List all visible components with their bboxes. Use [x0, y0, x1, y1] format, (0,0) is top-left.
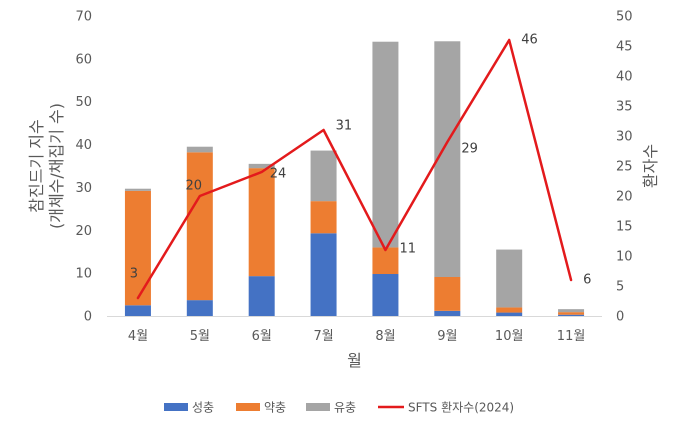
bar-segment: [434, 277, 461, 311]
x-tick: 7월: [313, 329, 333, 344]
y-tick-right: 25: [616, 160, 633, 175]
x-tick: 9월: [437, 329, 457, 344]
bar-segment: [496, 307, 523, 313]
y-tick-left: 0: [84, 310, 92, 325]
x-tick: 10월: [495, 329, 524, 344]
y-tick-left: 40: [75, 138, 92, 153]
data-label: 31: [336, 119, 353, 134]
bar-segment: [124, 188, 151, 191]
x-tick: 11월: [557, 329, 586, 344]
bar-segment: [496, 249, 523, 308]
data-label: 24: [270, 167, 287, 182]
y-tick-right: 50: [616, 10, 633, 25]
legend-label: 약충: [264, 400, 286, 415]
y-axis-title-right-text: 환자수: [641, 144, 660, 188]
line-series: [136, 38, 573, 300]
legend-swatch: [236, 403, 260, 411]
y-tick-left: 30: [75, 181, 92, 196]
data-label: 6: [583, 273, 591, 288]
y-ticks-right: 0 5 10 15 20 25 30 35 40 45 50: [616, 10, 633, 325]
legend: 성충 약충 유충 SFTS 환자수(2024): [164, 400, 514, 415]
bar-segment: [558, 314, 585, 316]
bar-segment: [372, 247, 399, 274]
y-tick-right: 35: [616, 100, 633, 115]
x-tick: 8월: [375, 329, 395, 344]
legend-label: SFTS 환자수(2024): [408, 401, 514, 415]
y-ticks-left: 0 10 20 30 40 50 60 70: [75, 10, 92, 325]
y-axis-title-right: 환자수: [641, 144, 660, 188]
y-axis-title-line: 참진드기 지수: [27, 119, 46, 212]
data-label: 29: [461, 142, 478, 157]
bar-segment: [310, 150, 337, 202]
x-tick: 6월: [252, 329, 272, 344]
bar-segment: [372, 41, 399, 248]
bar-segment: [310, 201, 337, 234]
legend-label: 성충: [192, 401, 214, 415]
y-tick-right: 45: [616, 40, 633, 55]
bar-segment: [558, 312, 585, 315]
legend-label: 유충: [334, 401, 356, 415]
bar-segment: [186, 146, 213, 153]
bar-segment: [248, 163, 275, 169]
bar-segment: [248, 168, 275, 277]
x-axis-title: 월: [347, 351, 362, 370]
bar-segment: [124, 305, 151, 316]
y-tick-right: 10: [616, 250, 633, 265]
bar-segment: [124, 190, 151, 306]
y-tick-right: 0: [616, 310, 624, 325]
data-label: 3: [130, 267, 138, 282]
bar-segment: [372, 274, 399, 316]
data-labels: 3 20 24 31 11 29 46 6: [130, 33, 592, 288]
bar-group: [124, 41, 585, 316]
y-axis-title-line: (개체수/채집기 수): [47, 103, 66, 229]
y-tick-right: 30: [616, 130, 633, 145]
bar-segment: [248, 276, 275, 316]
y-tick-left: 10: [75, 267, 92, 282]
x-ticks: 4월 5월 6월 7월 8월 9월 10월 11월: [128, 329, 586, 344]
data-label: 20: [186, 179, 203, 194]
sfts-line: [136, 38, 573, 300]
y-tick-left: 50: [75, 95, 92, 110]
data-label: 46: [521, 33, 538, 48]
y-tick-right: 5: [616, 280, 624, 295]
y-tick-left: 60: [75, 52, 92, 67]
y-tick-left: 20: [75, 224, 92, 239]
bar-segment: [310, 233, 337, 316]
bar-segment: [186, 152, 213, 301]
bar-segment: [186, 300, 213, 316]
bar-segment: [558, 309, 585, 313]
bar-segment: [496, 312, 523, 316]
legend-swatch: [306, 403, 330, 411]
data-label: 11: [399, 242, 416, 257]
y-axis-title-left: 참진드기 지수 (개체수/채집기 수): [27, 103, 66, 229]
y-tick-right: 40: [616, 70, 633, 85]
x-tick: 5월: [190, 329, 210, 344]
y-tick-right: 20: [616, 190, 633, 205]
y-tick-left: 70: [75, 10, 92, 25]
bar-segment: [434, 310, 461, 316]
legend-swatch: [164, 403, 188, 411]
y-tick-right: 15: [616, 220, 633, 235]
x-tick: 4월: [128, 329, 148, 344]
